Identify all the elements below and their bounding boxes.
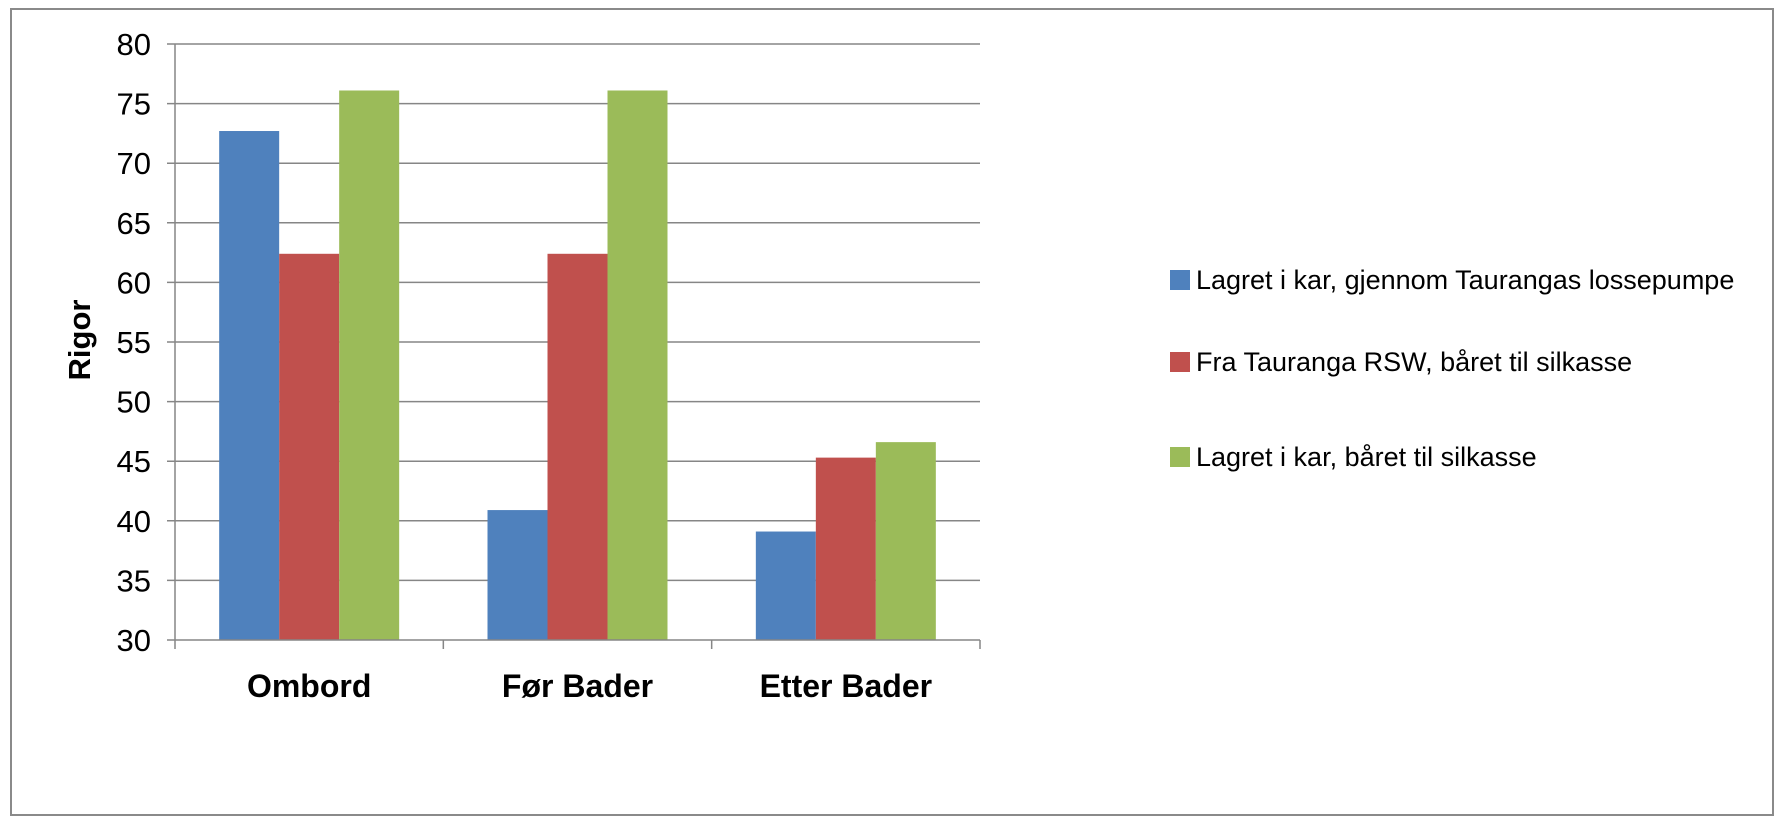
bar	[547, 253, 608, 641]
x-category-label: Ombord	[247, 668, 371, 704]
axes	[167, 44, 981, 649]
y-tick-labels: 30 35 40 45 50 55 60 65 70 75 80	[117, 27, 151, 658]
y-tick-label: 75	[117, 87, 151, 122]
bar	[815, 457, 876, 640]
bar	[219, 131, 280, 641]
bar	[279, 253, 340, 641]
legend-label: Fra Tauranga RSW, båret til silkasse	[1196, 347, 1633, 377]
y-tick-label: 30	[117, 623, 151, 658]
bar	[487, 510, 548, 640]
legend-swatch	[1170, 270, 1190, 290]
bar	[607, 90, 668, 641]
y-tick-label: 35	[117, 563, 151, 598]
y-tick-label: 70	[117, 146, 151, 181]
legend-label: Lagret i kar, gjennom Taurangas lossepum…	[1196, 265, 1735, 295]
y-tick-label: 65	[117, 206, 151, 241]
legend-item: Lagret i kar, gjennom Taurangas lossepum…	[1170, 258, 1756, 302]
y-tick-label: 60	[117, 265, 151, 300]
legend-label: Lagret i kar, båret til silkasse	[1196, 442, 1537, 472]
legend-swatch	[1170, 352, 1190, 372]
legend-swatch	[1170, 447, 1190, 467]
x-category-label: Etter Bader	[760, 668, 933, 704]
bar	[339, 90, 400, 641]
y-tick-label: 40	[117, 504, 151, 539]
bar	[875, 442, 936, 640]
bars	[219, 90, 936, 641]
legend-item: Lagret i kar, båret til silkasse	[1170, 435, 1756, 479]
legend-item: Fra Tauranga RSW, båret til silkasse	[1170, 340, 1756, 384]
x-category-labels: Ombord Før Bader Etter Bader	[247, 668, 932, 704]
y-tick-label: 80	[117, 27, 151, 62]
y-tick-label: 55	[117, 325, 151, 360]
y-tick-label: 50	[117, 385, 151, 420]
x-category-label: Før Bader	[502, 668, 653, 704]
bar	[755, 531, 816, 640]
y-axis-label: Rigor	[62, 300, 97, 381]
y-tick-label: 45	[117, 444, 151, 479]
